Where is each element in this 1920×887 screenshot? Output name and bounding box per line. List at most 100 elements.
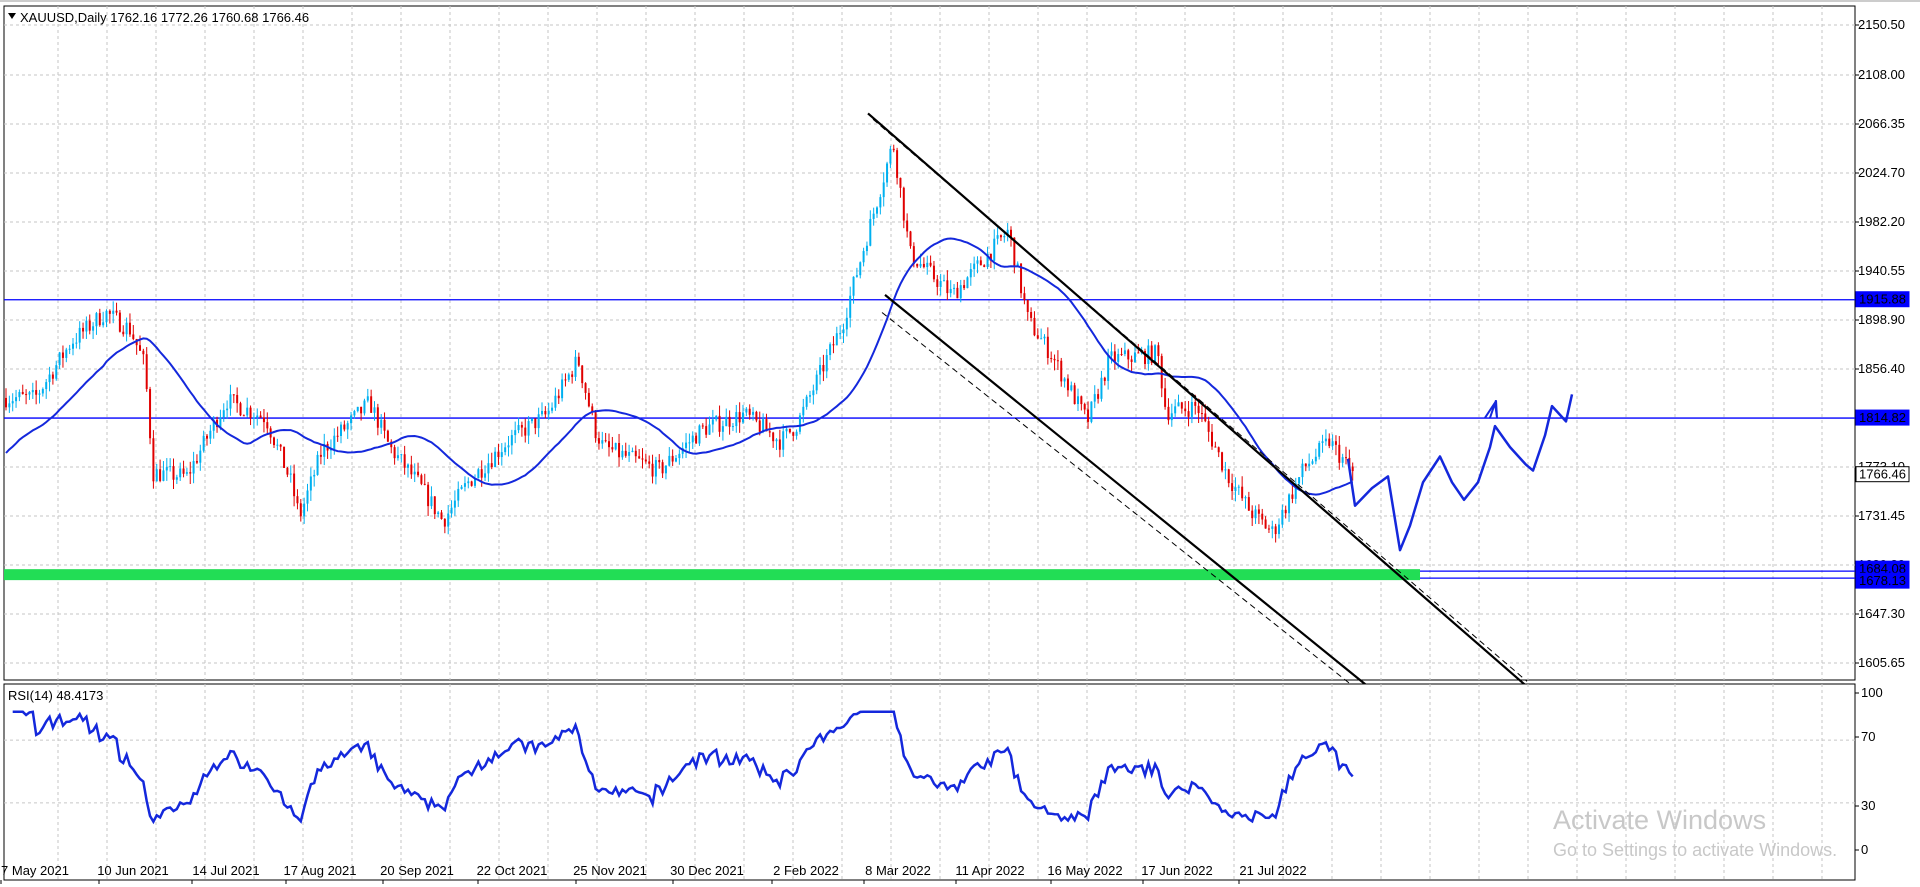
candle-body <box>175 477 178 480</box>
support-zone-band <box>4 569 1420 581</box>
candle-body <box>443 519 446 527</box>
candle-body <box>534 418 537 429</box>
candle-body <box>1231 483 1234 492</box>
candle-body <box>1261 513 1264 520</box>
candle-body <box>185 472 188 474</box>
candle-body <box>514 430 517 436</box>
price-label-text: 1678.13 <box>1859 573 1906 588</box>
candle-body <box>608 441 610 448</box>
candle-body <box>1244 497 1247 499</box>
time-tick-label: 30 Dec 2021 <box>670 863 744 878</box>
candle-body <box>1087 409 1090 422</box>
candle-body <box>450 507 453 514</box>
candle-body <box>591 406 594 413</box>
candle-body <box>21 392 24 395</box>
candle-body <box>219 417 222 428</box>
candle-body <box>999 235 1002 238</box>
projection-path <box>1346 394 1574 552</box>
candle-body <box>1130 359 1133 362</box>
price-pane[interactable]: XAUUSD,Daily 1762.16 1772.26 1760.68 176… <box>3 5 1856 686</box>
candle-body <box>1304 463 1307 467</box>
candle-body <box>172 466 175 480</box>
candle-body <box>510 435 513 446</box>
candle-body <box>239 403 242 416</box>
candle-body <box>480 469 483 478</box>
candle-body <box>705 426 708 435</box>
candle-body <box>51 374 54 379</box>
candle-body <box>765 419 768 432</box>
candle-body <box>1070 385 1073 391</box>
candle-body <box>547 410 550 415</box>
candle-body <box>108 310 111 314</box>
candle-body <box>604 440 607 442</box>
candle-body <box>145 354 148 390</box>
time-axis[interactable]: 7 May 2021 10 Jun 2021 14 Jul 2021 17 Aug 2… <box>0 863 1307 884</box>
candle-body <box>989 253 992 261</box>
candle-body <box>678 453 681 459</box>
candle-body <box>1083 404 1086 410</box>
candle-body <box>551 407 554 411</box>
candle-body <box>648 461 651 464</box>
candle-body <box>1093 394 1096 402</box>
candle-body <box>460 486 463 489</box>
candle-body <box>1150 345 1153 363</box>
candle-body <box>222 410 225 418</box>
candle-body <box>1030 312 1033 318</box>
candle-body <box>862 251 865 263</box>
candle-body <box>1023 293 1026 300</box>
time-tick-label: 17 Jun 2022 <box>1141 863 1213 878</box>
candle-body <box>752 411 755 415</box>
rsi-pane[interactable]: RSI(14) 48.4173 <box>3 683 1856 881</box>
price-pane-border <box>3 5 1856 681</box>
candle-body <box>229 394 232 409</box>
candle-body <box>440 512 443 520</box>
candle-body <box>98 313 101 326</box>
price-label-box <box>1855 409 1910 426</box>
candle-body <box>1003 236 1006 238</box>
candle-body <box>996 235 999 239</box>
candle-body <box>718 415 721 432</box>
collapse-triangle-icon[interactable] <box>8 13 16 19</box>
candle-body <box>68 348 71 350</box>
candle-body <box>5 397 7 408</box>
candle-body <box>370 396 373 413</box>
candle-body <box>544 410 547 415</box>
candle-body <box>725 416 728 427</box>
candle-body <box>788 428 791 433</box>
candle-body <box>574 356 577 377</box>
candle-body <box>463 483 466 487</box>
rsi-axis[interactable]: 100 70 30 0 <box>1855 685 1883 857</box>
candle-body <box>845 317 848 330</box>
candle-body <box>661 462 664 474</box>
candle-body <box>755 411 758 421</box>
price-label-box <box>1855 572 1910 589</box>
candle-body <box>453 500 456 508</box>
candle-body <box>373 407 376 413</box>
candle-body <box>319 454 322 457</box>
time-tick-label: 11 Apr 2022 <box>955 863 1024 878</box>
candle-body <box>614 442 617 450</box>
candle-body <box>802 406 805 416</box>
candle-body <box>886 163 889 183</box>
candle-body <box>1090 401 1093 422</box>
candle-body <box>567 374 570 380</box>
candle-body <box>249 407 252 418</box>
candle-body <box>926 262 929 268</box>
candle-body <box>624 450 627 456</box>
candle-body <box>698 425 701 444</box>
candle-body <box>353 411 356 416</box>
candle-body <box>1180 402 1183 409</box>
candle-body <box>956 287 959 299</box>
candle-body <box>584 383 587 393</box>
price-tick-label: 2024.70 <box>1858 165 1905 180</box>
candle-body <box>128 322 131 335</box>
candle-body <box>912 246 915 264</box>
candle-body <box>899 177 902 188</box>
candle-body <box>202 435 205 451</box>
candles <box>5 144 1354 543</box>
candle-body <box>949 288 952 294</box>
candle-body <box>872 213 875 219</box>
candle-body <box>296 496 299 504</box>
candle-body <box>413 471 416 475</box>
